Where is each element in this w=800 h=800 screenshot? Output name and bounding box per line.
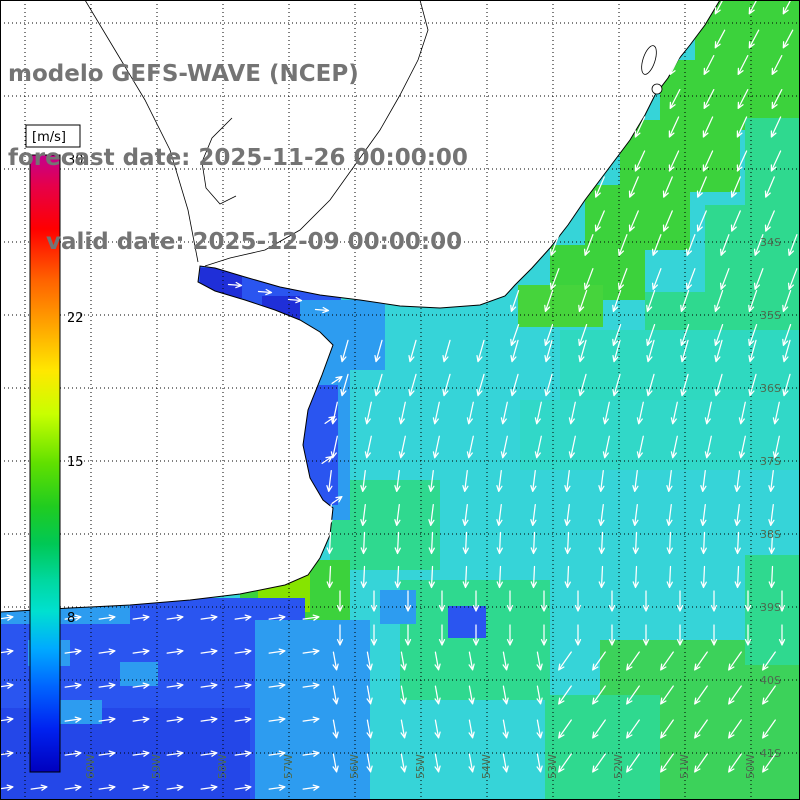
latitude-label: 38S [760, 528, 781, 541]
title-block: modelo GEFS-WAVE (NCEP) forecast date: 2… [8, 4, 468, 312]
colorbar-tick-label: 30 [67, 153, 84, 168]
colorbar: 30 22 15 8 [m/s] [25, 124, 84, 773]
lagoon-shapes [641, 45, 663, 95]
latitude-label: 40S [760, 674, 781, 687]
longitude-label: 56W [348, 754, 361, 779]
latitude-label: 39S [760, 601, 781, 614]
valid-date-line: valid date: 2025-12-09 00:00:00 [46, 229, 463, 255]
longitude-label: 55W [414, 754, 427, 779]
longitude-label: 60W [84, 754, 97, 779]
colorbar-unit-box [25, 124, 81, 148]
colorbar-tick-label: 22 [67, 311, 84, 326]
land-coastline [0, 0, 721, 613]
longitude-label: 51W [678, 754, 691, 779]
longitude-label: 52W [612, 754, 625, 779]
longitude-label: 57W [282, 754, 295, 779]
colorbar-unit-label: [m/s] [32, 130, 66, 145]
longitude-label: 50W [744, 754, 757, 779]
longitude-label: 54W [480, 754, 493, 779]
colorbar-tick-label: 15 [67, 455, 84, 470]
longitude-label: 53W [546, 754, 559, 779]
forecast-date-line: forecast date: 2025-11-26 00:00:00 [8, 145, 468, 171]
latitude-label: 36S [760, 382, 781, 395]
latitude-label: 35S [760, 309, 781, 322]
model-title: modelo GEFS-WAVE (NCEP) [8, 61, 359, 87]
colorbar-tick-label: 8 [67, 611, 75, 626]
latitude-label: 37S [760, 455, 781, 468]
longitude-label: 59W [150, 754, 163, 779]
longitude-label: 58W [216, 754, 229, 779]
latitude-label: 34S [760, 236, 781, 249]
latitude-label: 41S [760, 747, 781, 760]
axis-labels: 60W 59W 58W 57W 56W 55W 54W 53W 52W 51W 50W 34S 35S 3… [84, 236, 781, 779]
